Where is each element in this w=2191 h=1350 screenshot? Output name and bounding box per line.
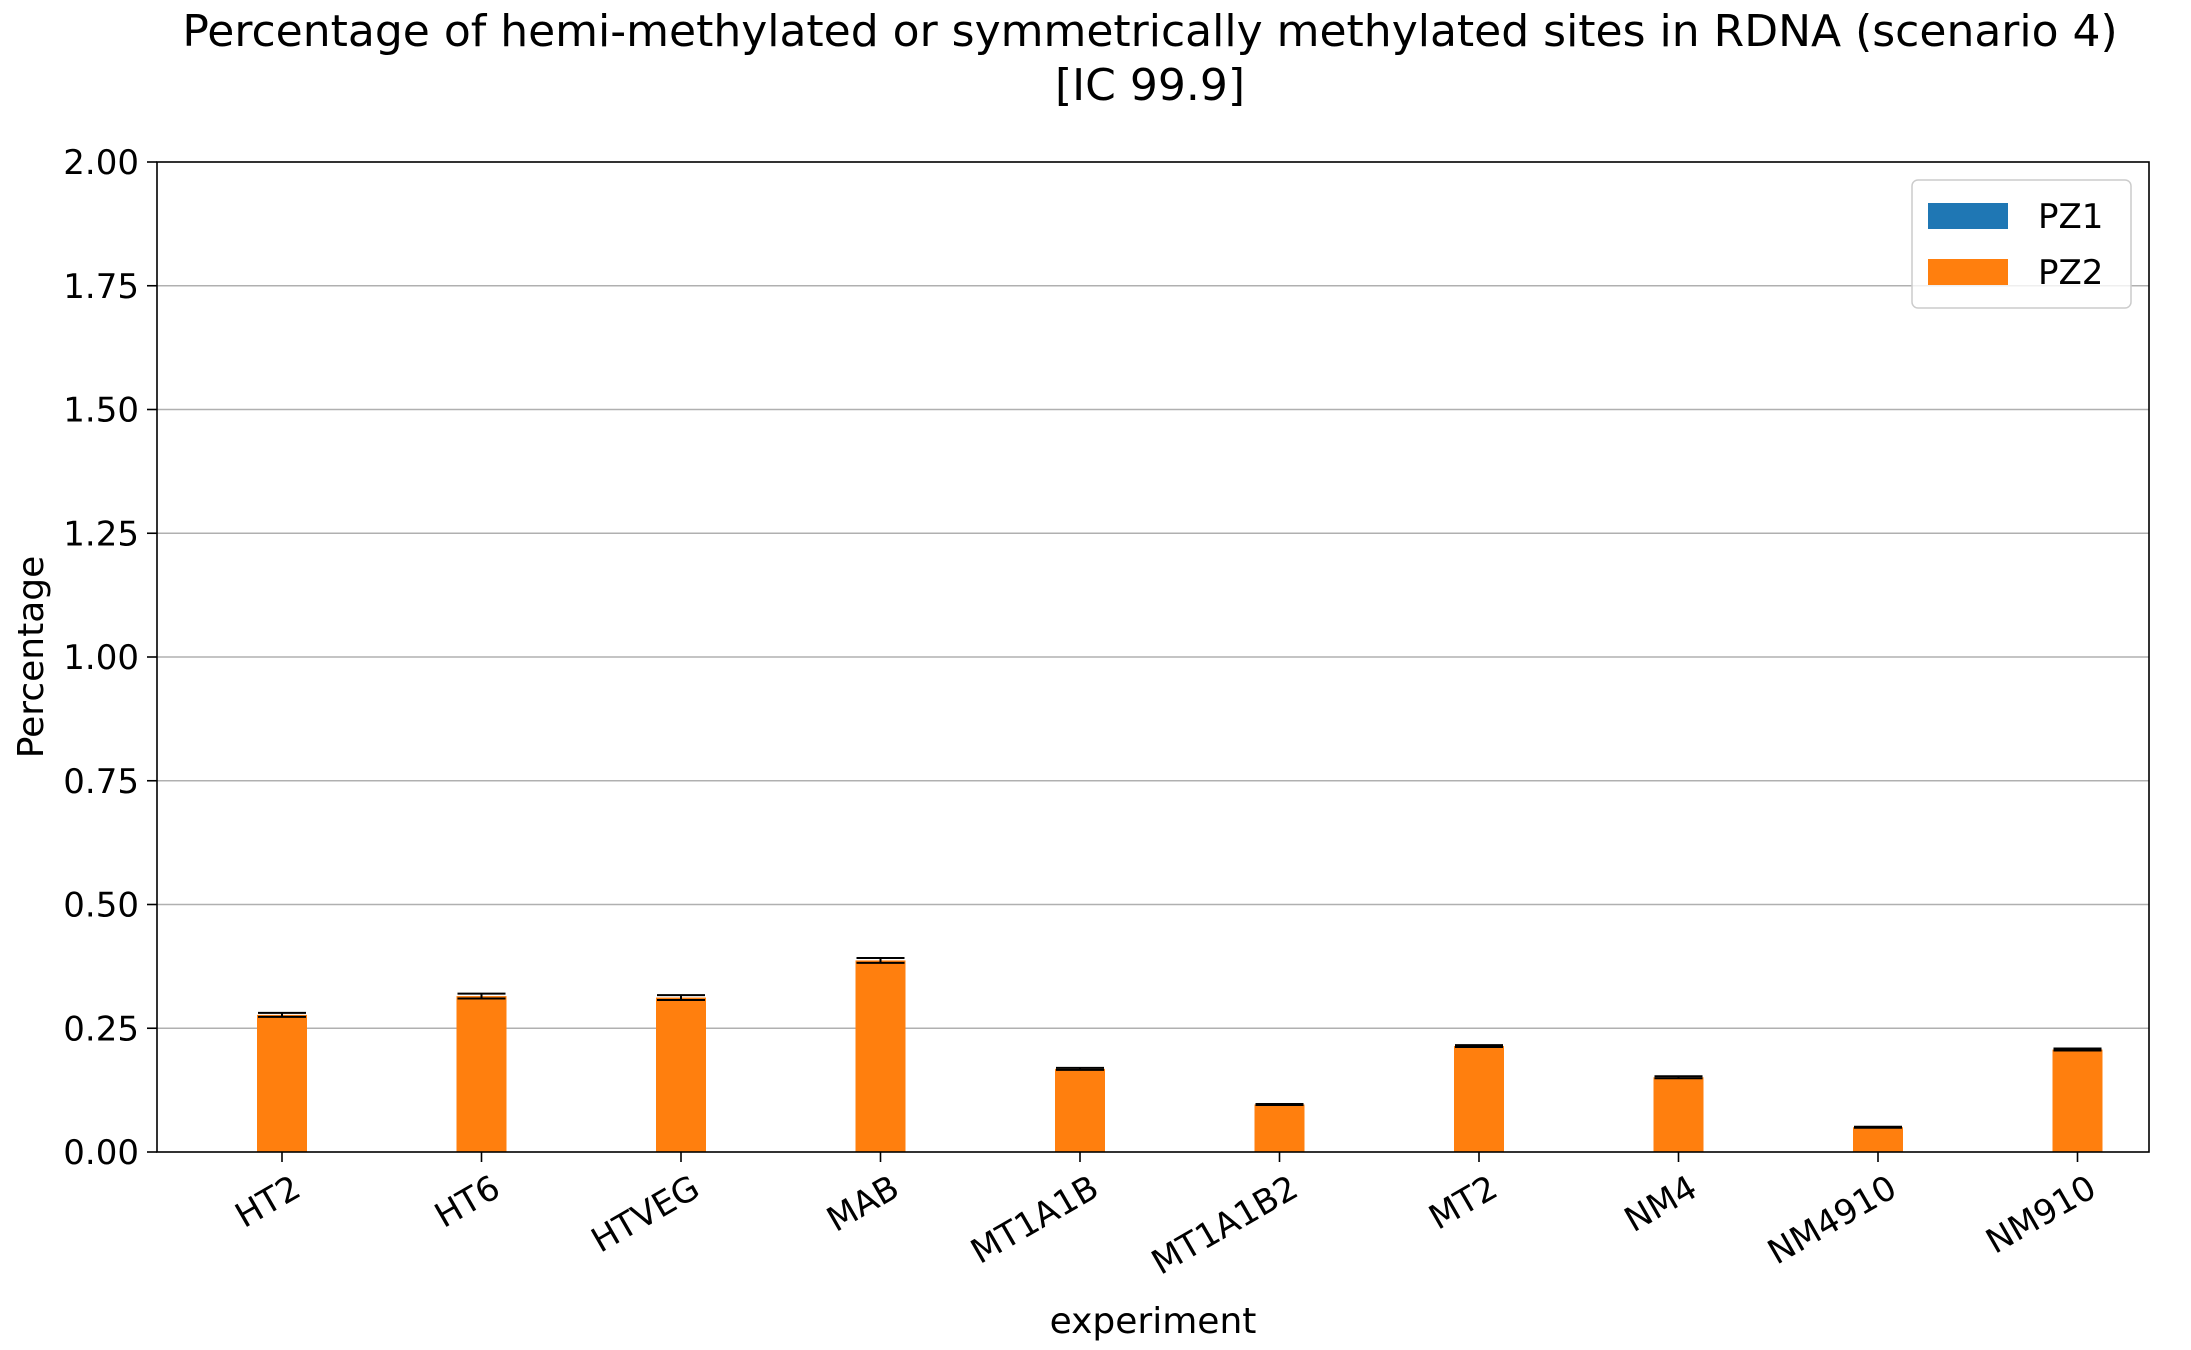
y-tick-label: 0.50 <box>63 886 139 926</box>
bar-pz2-mt1a1b <box>1055 1068 1105 1152</box>
bars <box>257 960 2103 1152</box>
y-axis-label: Percentage <box>11 556 52 759</box>
legend-swatch-pz1 <box>1928 203 2008 229</box>
legend-swatch-pz2 <box>1928 259 2008 285</box>
bar-pz2-nm4910 <box>1853 1127 1903 1152</box>
chart-subtitle: [IC 99.9] <box>1055 60 1245 111</box>
legend-label-pz2: PZ2 <box>2038 253 2103 293</box>
x-axis-label: experiment <box>1050 1301 1257 1342</box>
bar-pz2-ht2 <box>257 1014 307 1152</box>
y-axis-ticks: 0.00 0.25 0.50 0.75 1.00 1.25 1.50 1.75 2.00 <box>63 143 157 1173</box>
y-tick-label: 1.25 <box>63 514 139 554</box>
y-tick-label: 0.75 <box>63 762 139 802</box>
bar-pz2-nm910 <box>2052 1049 2103 1152</box>
bar-pz2-mab <box>855 960 906 1152</box>
legend-label-pz1: PZ1 <box>2038 197 2103 237</box>
bar-pz2-mt1a1b2 <box>1254 1104 1305 1152</box>
y-tick-label: 2.00 <box>63 143 139 183</box>
y-tick-label: 0.25 <box>63 1009 139 1049</box>
y-tick-label: 1.50 <box>63 391 139 431</box>
legend: PZ1 PZ2 <box>1911 179 2132 309</box>
bar-pz2-mt2 <box>1454 1046 1504 1152</box>
y-tick-label: 1.00 <box>63 638 139 678</box>
chart-title: Percentage of hemi-methylated or symmetr… <box>182 6 2117 57</box>
bar-pz2-nm4 <box>1653 1077 1704 1152</box>
y-tick-label: 0.00 <box>63 1133 139 1173</box>
bar-pz2-htveg <box>656 997 706 1152</box>
bar-pz2-ht6 <box>456 996 507 1152</box>
y-tick-label: 1.75 <box>63 267 139 307</box>
error-bars <box>258 956 2102 1129</box>
